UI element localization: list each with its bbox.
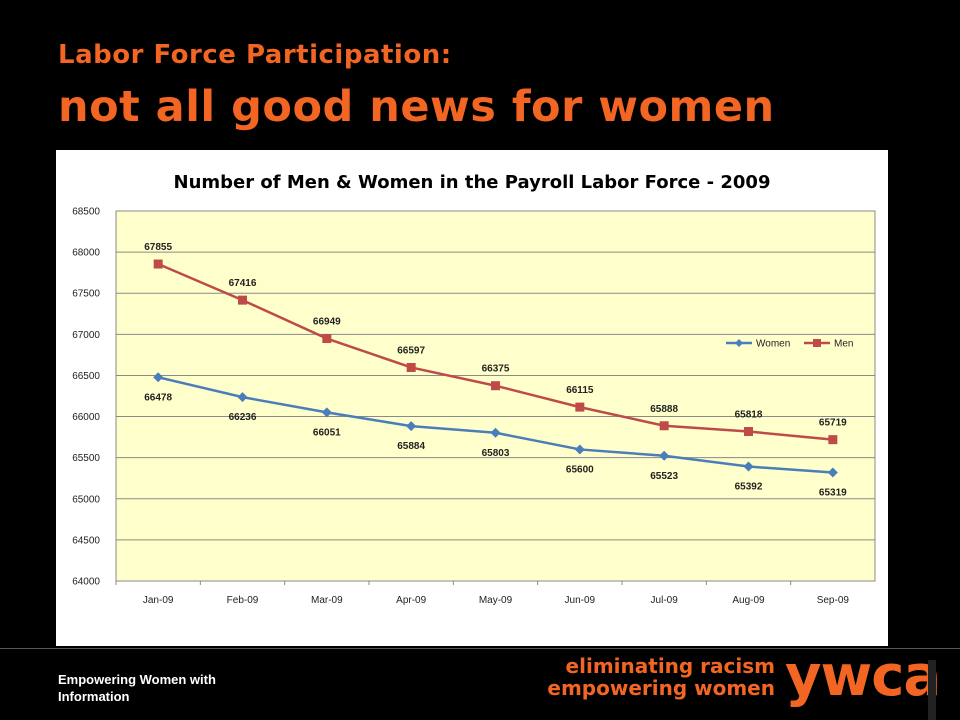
x-tick-label: May-09 (479, 595, 513, 606)
footer-divider (0, 648, 960, 649)
y-tick-label: 65000 (72, 494, 100, 505)
legend-marker (735, 339, 743, 347)
legend-label: Men (834, 339, 853, 350)
data-point-women (490, 427, 501, 438)
x-tick-label: Jul-09 (651, 595, 679, 606)
y-tick-label: 64000 (72, 577, 100, 588)
tagline-line2: empowering women (547, 676, 775, 700)
data-label-women: 65884 (397, 441, 425, 452)
data-label-women: 65392 (735, 482, 763, 493)
y-tick-label: 67000 (72, 330, 100, 341)
data-label-men: 65719 (819, 418, 847, 429)
data-label-men: 66597 (397, 345, 425, 356)
data-point-men (659, 421, 669, 431)
plot-area (115, 210, 876, 582)
data-point-men (575, 402, 585, 412)
line-chart: Number of Men & Women in the Payroll Lab… (72, 172, 876, 606)
data-point-women (743, 461, 754, 472)
data-label-men: 67855 (144, 242, 172, 253)
data-label-women: 66051 (313, 427, 341, 438)
data-label-men: 65818 (735, 410, 763, 421)
data-label-women: 66236 (229, 412, 257, 423)
data-label-men: 66115 (566, 385, 594, 396)
x-tick-label: Jan-09 (143, 595, 174, 606)
slide-title-line2: not all good news for women (58, 82, 775, 132)
y-tick-label: 66500 (72, 371, 100, 382)
footer-text: Empowering Women with Information (58, 672, 216, 704)
data-label-women: 65523 (650, 471, 678, 482)
data-label-women: 66478 (144, 392, 172, 403)
data-label-women: 65319 (819, 488, 847, 499)
data-label-men: 66375 (482, 364, 510, 375)
data-label-women: 65600 (566, 464, 594, 475)
tagline: eliminating racism empowering women (547, 655, 775, 699)
y-tick-label: 68000 (72, 248, 100, 259)
data-point-men (744, 427, 753, 437)
data-point-men (406, 362, 416, 372)
data-label-women: 65803 (482, 448, 510, 459)
x-tick-label: Feb-09 (227, 595, 259, 606)
corner-decoration (928, 660, 936, 720)
y-tick-label: 67500 (72, 289, 100, 300)
data-label-men: 65888 (650, 404, 678, 415)
data-point-men (153, 259, 163, 269)
y-tick-label: 64500 (72, 535, 100, 546)
y-tick-label: 66000 (72, 412, 100, 423)
data-point-women (659, 450, 670, 461)
data-label-men: 67416 (229, 278, 257, 289)
legend-label: Women (756, 339, 790, 350)
x-tick-label: Apr-09 (396, 595, 426, 606)
data-point-men (491, 381, 500, 391)
slide-title-line1: Labor Force Participation: (58, 40, 452, 70)
data-point-men (238, 295, 247, 305)
data-point-women (153, 372, 164, 383)
data-point-men (828, 435, 838, 445)
ywca-logo: ywca (785, 644, 941, 709)
x-tick-label: Aug-09 (732, 595, 765, 606)
x-tick-label: Sep-09 (817, 595, 850, 606)
y-tick-label: 68500 (72, 207, 100, 218)
chart-container: Number of Men & Women in the Payroll Lab… (56, 150, 888, 646)
tagline-line1: eliminating racism (565, 654, 775, 678)
data-point-women (574, 444, 585, 455)
data-point-women (237, 392, 248, 403)
chart-title: Number of Men & Women in the Payroll Lab… (174, 172, 771, 193)
x-tick-label: Jun-09 (565, 595, 596, 606)
data-point-men (322, 334, 332, 344)
x-tick-label: Mar-09 (311, 595, 343, 606)
data-point-women (827, 467, 838, 478)
y-tick-label: 65500 (72, 453, 100, 464)
data-point-women (321, 407, 332, 418)
data-label-men: 66949 (313, 317, 341, 328)
legend-marker (813, 339, 821, 347)
data-point-women (406, 421, 417, 432)
